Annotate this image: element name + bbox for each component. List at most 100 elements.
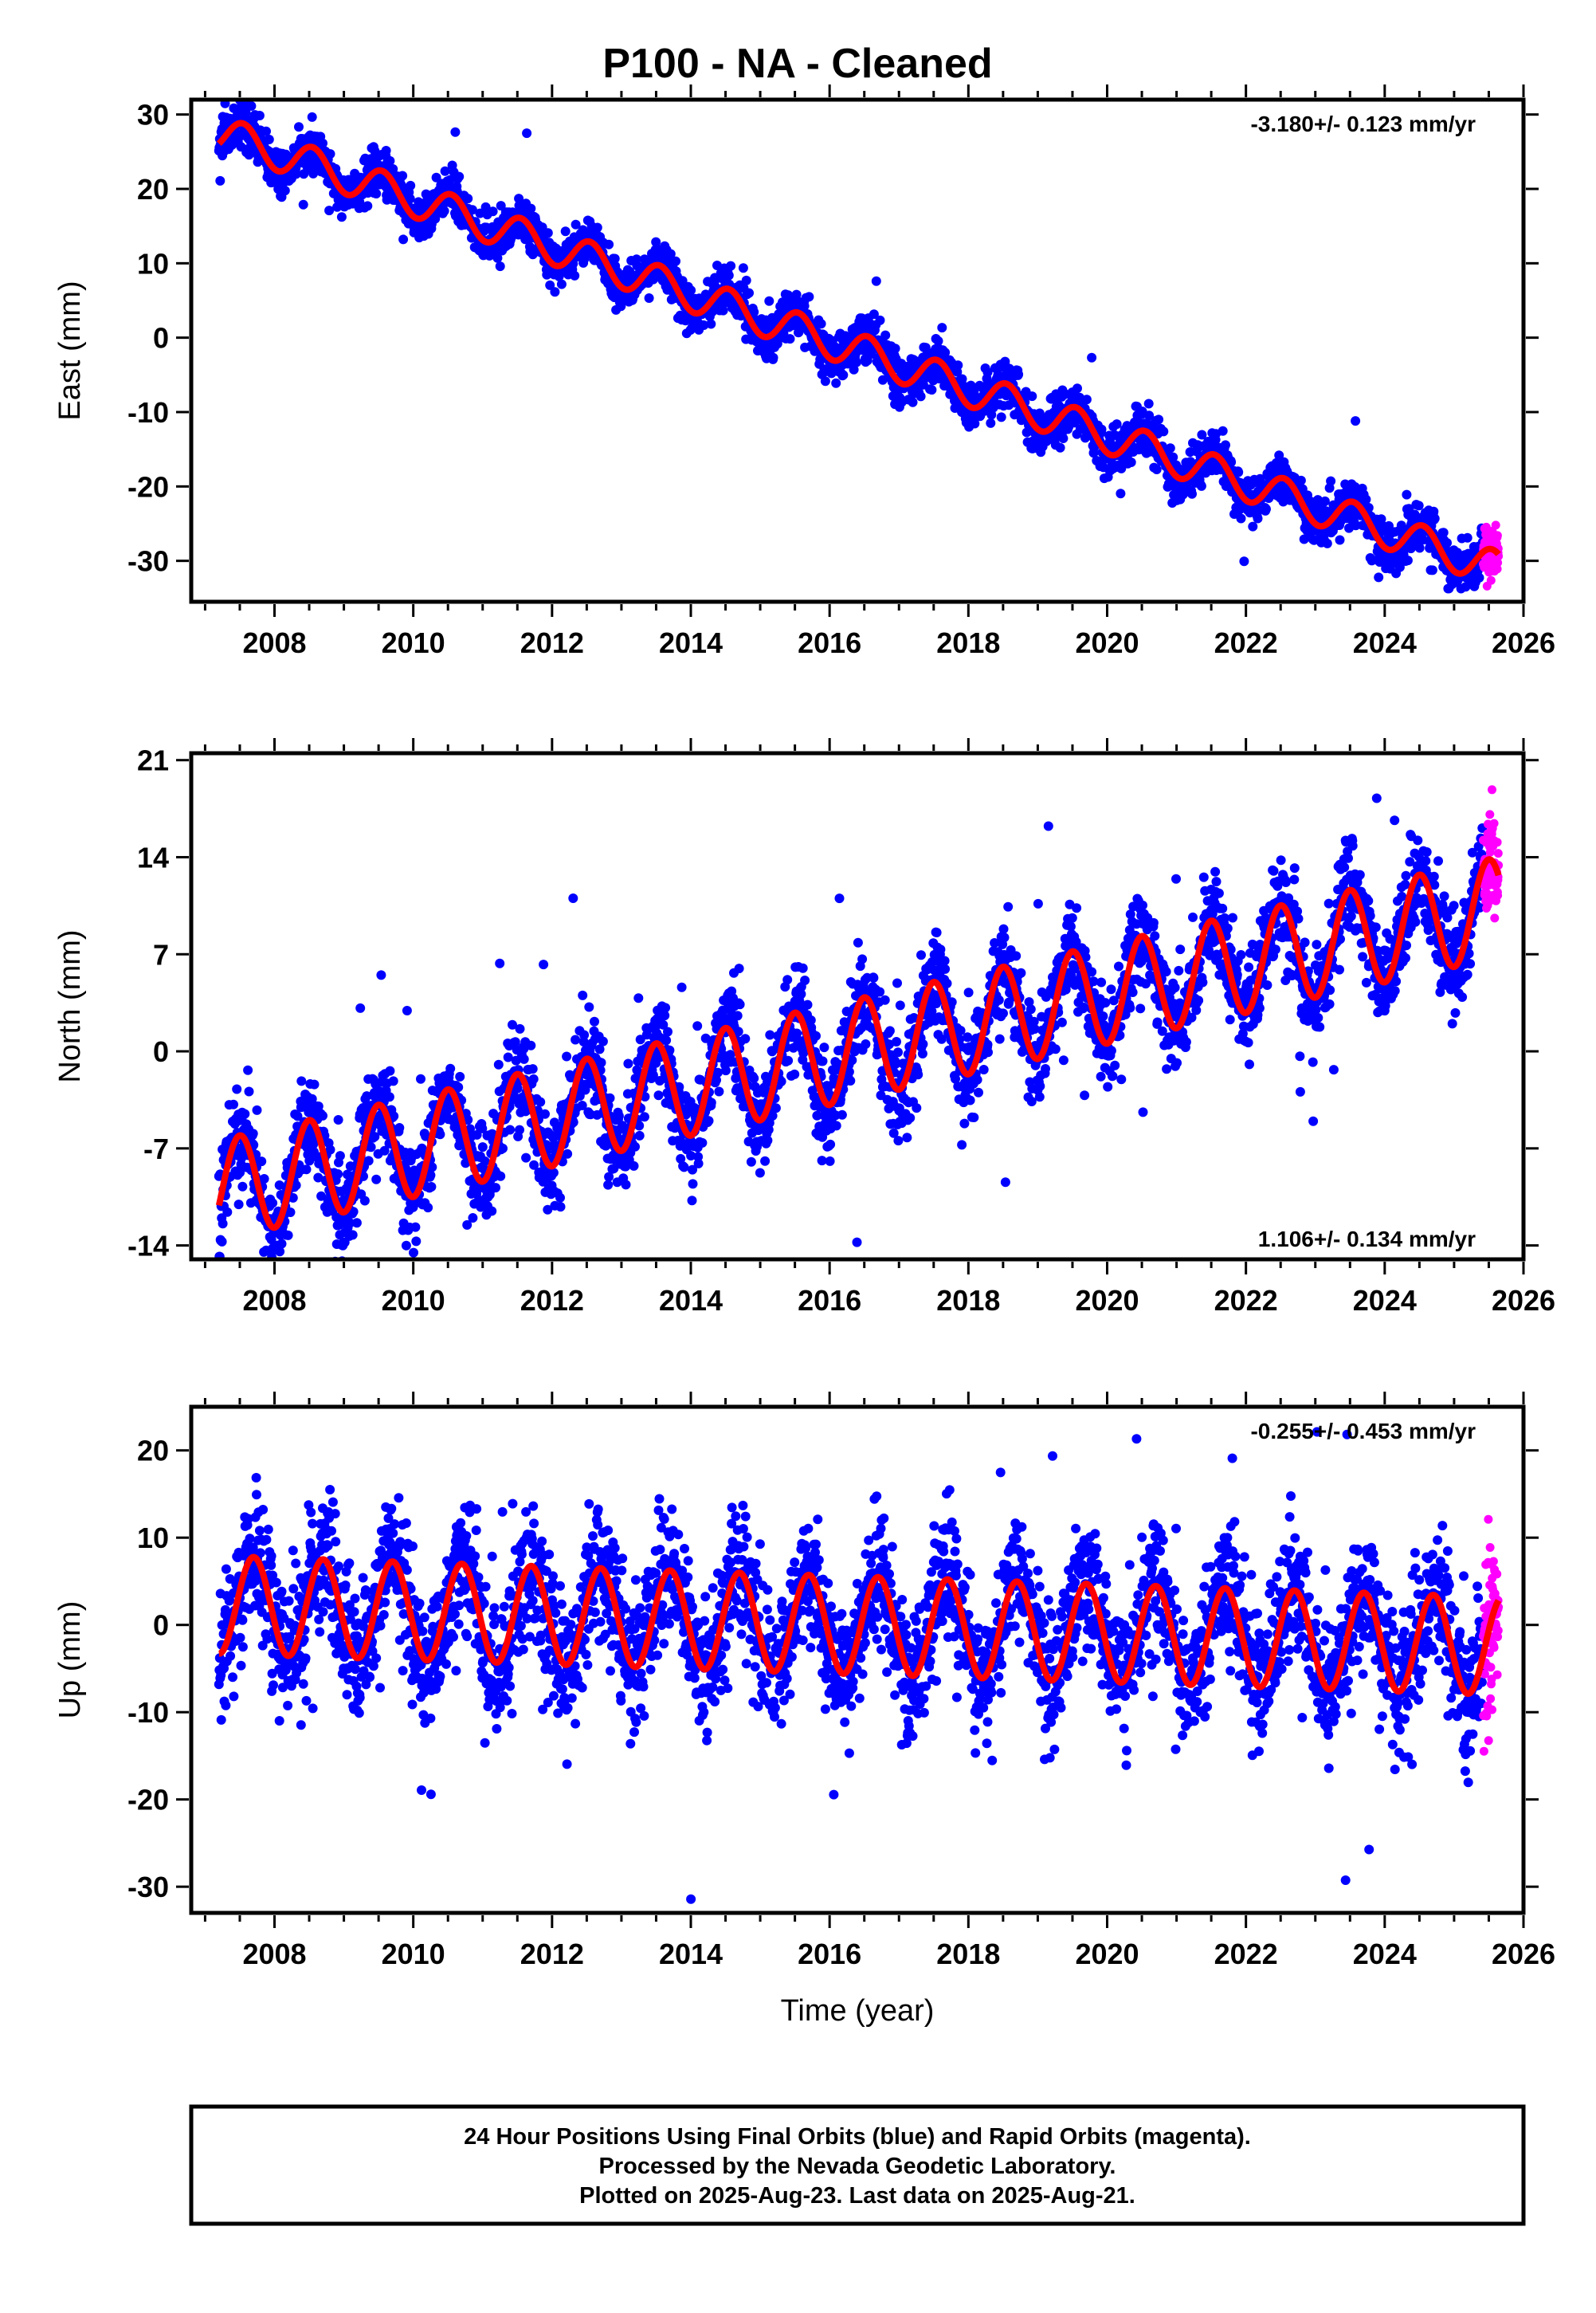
final-orbit-point (505, 1125, 516, 1135)
final-orbit-point (735, 999, 745, 1010)
final-orbit-point (1316, 626, 1326, 636)
final-orbit-point (771, 1103, 781, 1113)
final-orbit-point (785, 334, 795, 344)
final-orbit-point (229, 1099, 238, 1109)
final-orbit-point (1058, 434, 1069, 443)
final-orbit-point (550, 287, 560, 297)
final-orbit-point (359, 1196, 370, 1206)
north-panel: 2008 2010 2012 2014 2016 2018 2020 2022 2024 2026… (53, 738, 1555, 1317)
final-orbit-point (241, 108, 251, 118)
final-orbit-point (714, 1086, 724, 1097)
final-orbit-point (718, 305, 728, 316)
final-orbit-point (445, 1063, 456, 1074)
final-orbit-point (540, 1109, 550, 1119)
final-orbit-point (560, 226, 571, 237)
final-orbit-point (937, 323, 947, 333)
final-orbit-point (661, 1003, 671, 1013)
final-orbit-point (1116, 489, 1126, 499)
final-orbit-point (653, 1090, 664, 1101)
final-orbit-point (298, 199, 308, 210)
final-orbit-point (468, 1213, 478, 1223)
final-orbit-point (385, 1066, 395, 1076)
final-orbit-point (440, 166, 450, 176)
final-orbit-point (217, 1236, 227, 1247)
final-orbit-point (720, 1066, 731, 1076)
final-orbit-point (869, 309, 879, 320)
final-orbit-point (388, 1076, 398, 1086)
final-orbit-point (215, 175, 225, 186)
final-orbit-point (1322, 538, 1332, 548)
y-tick-label: 20 (137, 173, 169, 206)
final-orbit-point (510, 1037, 520, 1047)
final-orbit-point (630, 1141, 640, 1152)
final-orbit-point (333, 1169, 343, 1179)
final-orbit-point (661, 1035, 672, 1046)
final-orbit-point (402, 1006, 412, 1015)
final-orbit-point (740, 1034, 751, 1044)
final-orbit-point (222, 1207, 233, 1217)
final-orbit-point (726, 261, 736, 271)
final-orbit-point (706, 1098, 716, 1108)
final-orbit-point (307, 112, 317, 122)
final-orbit-point (248, 1129, 258, 1139)
final-orbit-point (522, 128, 532, 139)
y-tick-label: -20 (127, 470, 169, 503)
final-orbit-point (986, 418, 996, 428)
final-orbit-point (453, 1082, 464, 1093)
final-orbit-point (318, 1110, 327, 1121)
final-orbit-point (744, 288, 754, 298)
final-orbit-point (604, 239, 614, 249)
final-orbit-point (563, 1149, 573, 1159)
final-orbit-point (232, 1084, 242, 1094)
final-orbit-point (890, 344, 900, 354)
final-orbit-point (614, 1111, 624, 1121)
final-orbit-point (363, 201, 373, 211)
final-orbit-point (571, 1035, 581, 1045)
final-orbit-point (1055, 442, 1065, 453)
final-orbit-point (318, 138, 327, 148)
x-tick-label: 2026 (1492, 626, 1555, 659)
final-orbit-point (257, 1156, 267, 1167)
final-orbit-point (492, 253, 503, 263)
final-orbit-point (749, 1073, 759, 1083)
final-orbit-point (450, 127, 461, 137)
final-orbit-point (409, 1247, 418, 1258)
final-orbit-point (325, 1145, 335, 1155)
final-orbit-point (545, 280, 555, 290)
final-orbit-point (590, 1016, 599, 1027)
final-orbit-point (347, 1230, 358, 1240)
final-orbit-point (381, 146, 391, 155)
rapid-orbit-point (1491, 520, 1500, 530)
final-orbit-point (970, 418, 980, 429)
x-tick-label: 2016 (798, 626, 861, 659)
final-orbit-point (309, 1079, 320, 1090)
final-orbit-point (1087, 352, 1097, 363)
final-orbit-point (371, 1174, 382, 1184)
final-orbit-point (957, 374, 967, 384)
final-orbit-point (734, 964, 744, 974)
final-orbit-point (426, 1182, 437, 1192)
final-orbit-point (515, 1125, 524, 1135)
final-orbit-point (704, 1116, 714, 1126)
final-orbit-point (1233, 467, 1244, 477)
final-orbit-point (271, 1261, 280, 1270)
final-orbit-point (1112, 419, 1122, 430)
final-orbit-point (732, 1011, 743, 1021)
final-orbit-points (214, 100, 1488, 636)
final-orbit-point (268, 1198, 278, 1208)
final-orbit-point (527, 1064, 538, 1074)
final-orbit-point (294, 122, 304, 132)
final-orbit-point (244, 1086, 254, 1097)
final-orbit-point (488, 206, 498, 217)
rapid-orbit-point (1486, 575, 1496, 585)
final-orbit-point (526, 1040, 536, 1050)
final-orbit-point (623, 1058, 633, 1069)
final-orbit-point (435, 1129, 445, 1140)
final-orbit-point (871, 276, 881, 286)
final-orbit-point (1429, 513, 1440, 524)
final-orbit-point (218, 1219, 228, 1229)
final-orbit-point (699, 320, 709, 330)
final-orbit-point (477, 1142, 488, 1153)
final-orbit-point (376, 970, 386, 980)
